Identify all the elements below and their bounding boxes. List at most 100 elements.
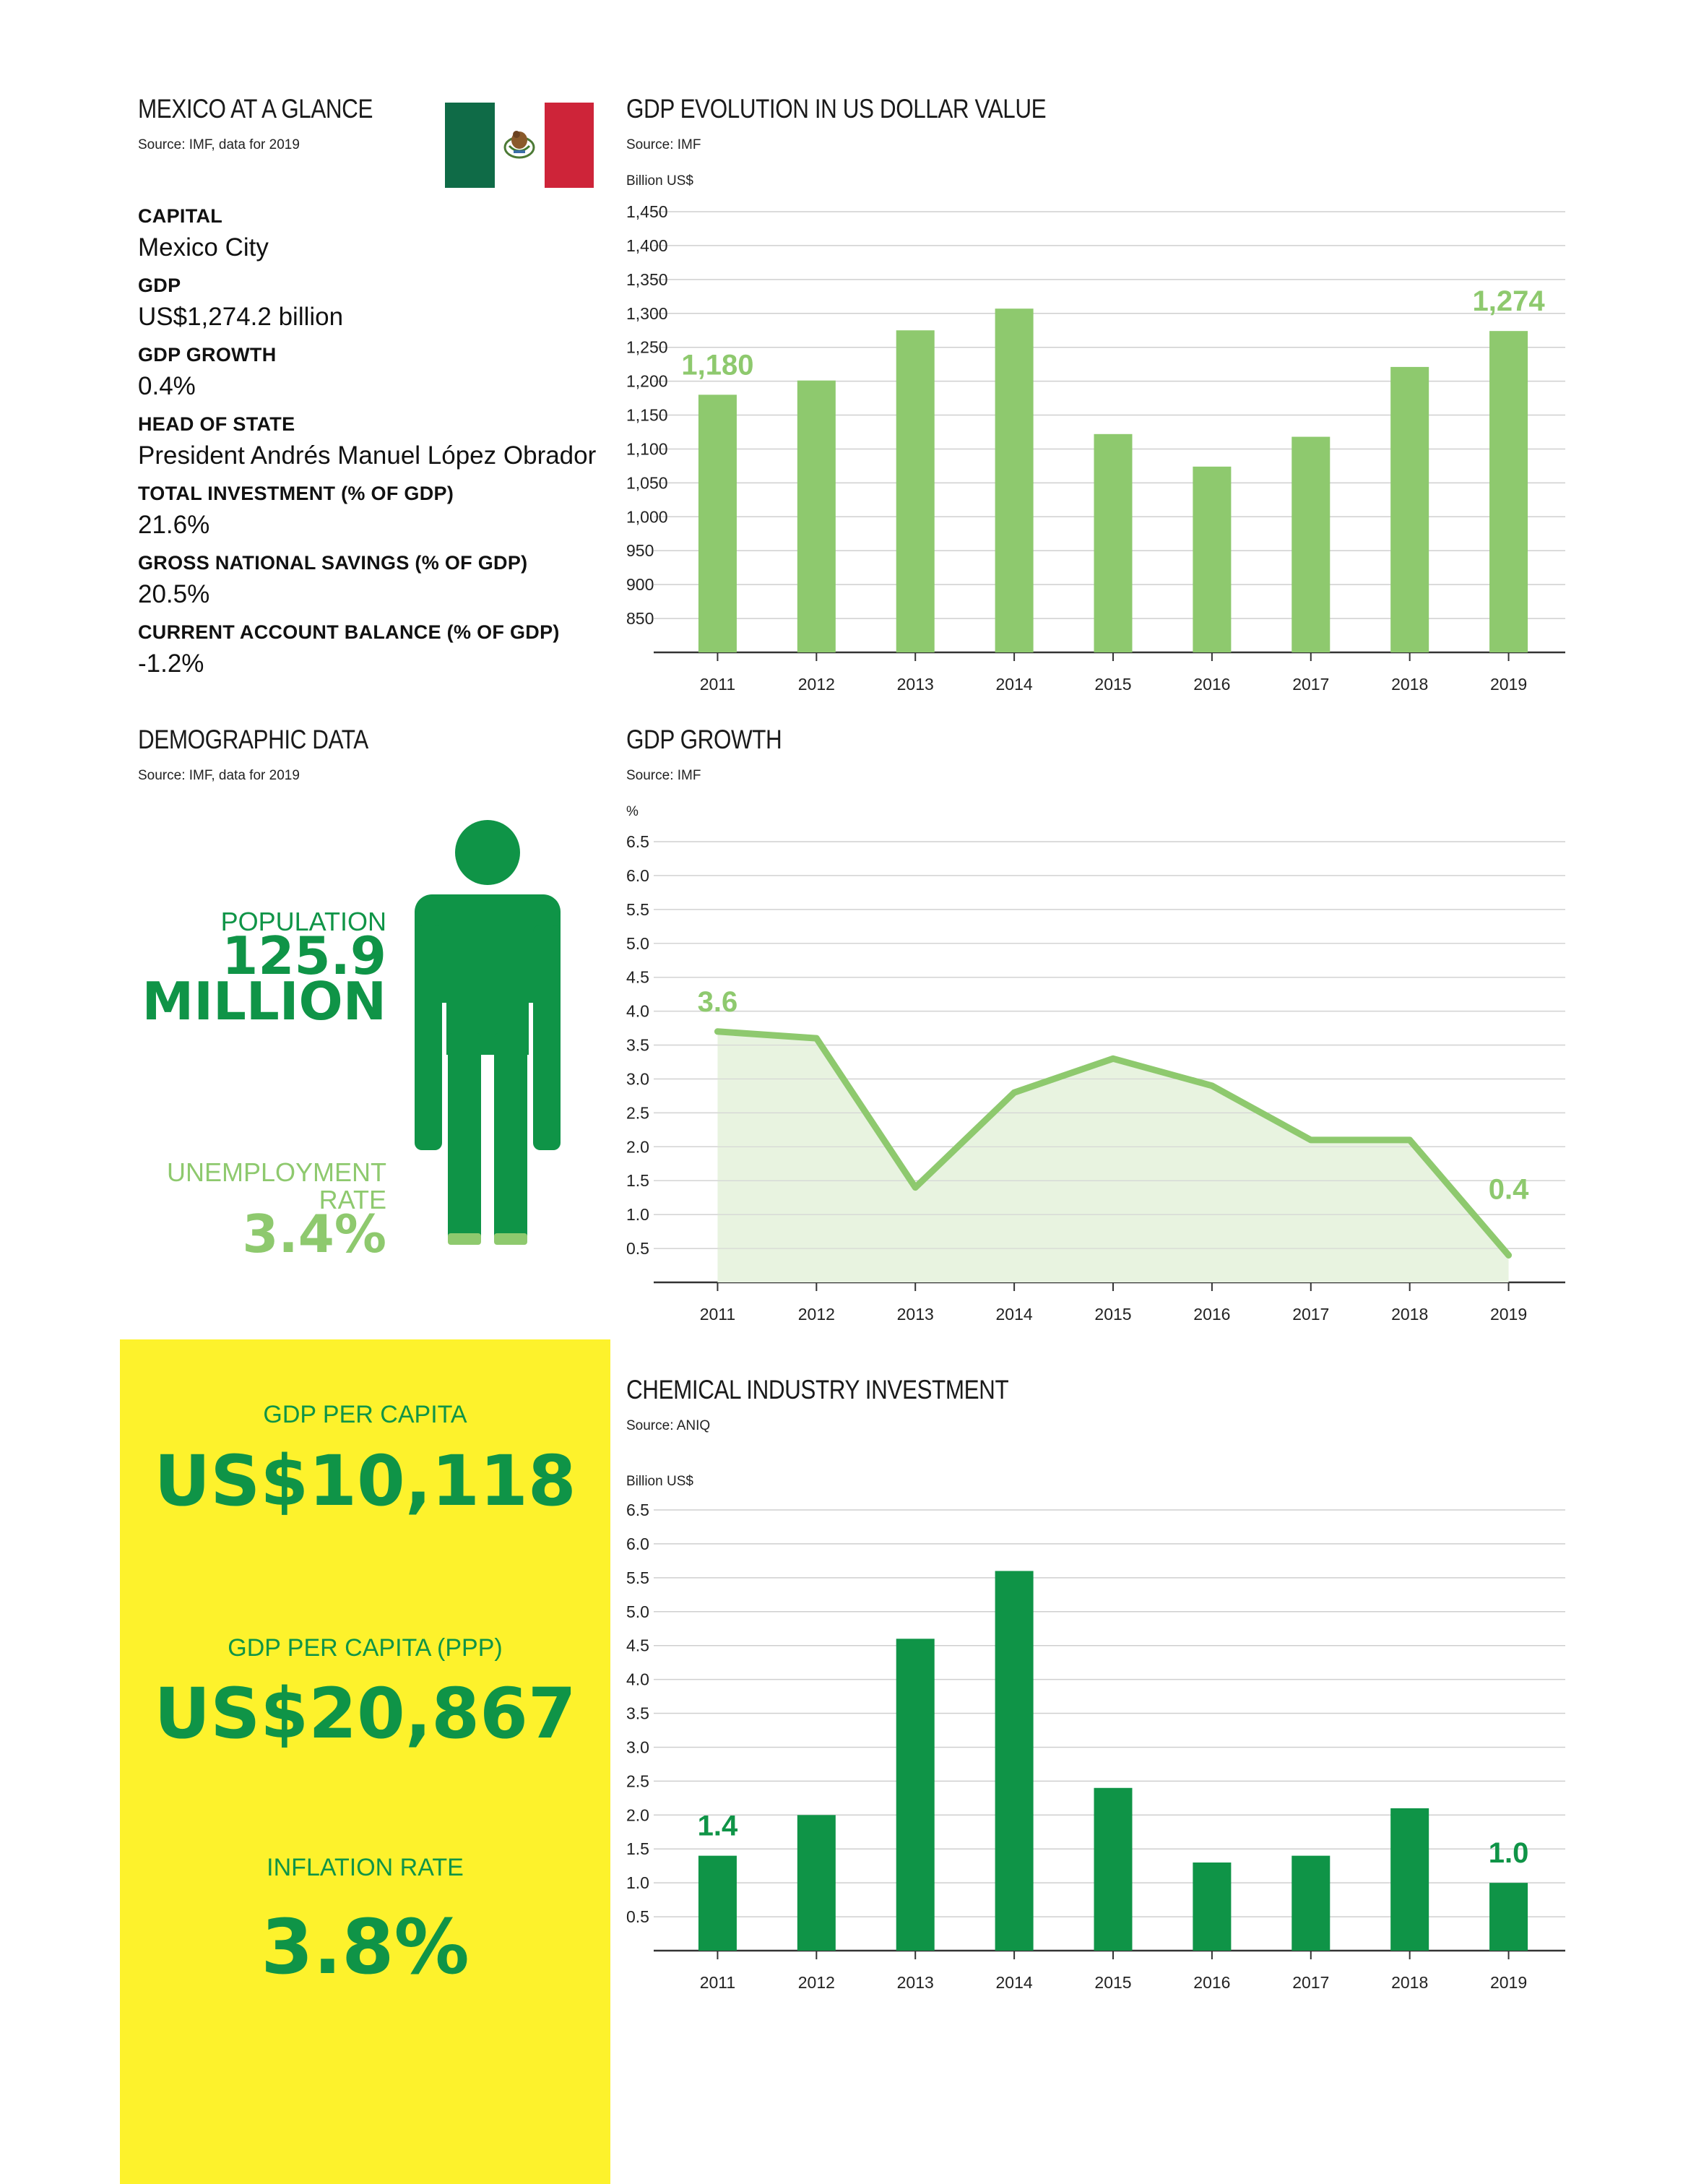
population-label: POPULATION [220,907,386,936]
gdp-bar [995,308,1034,652]
glance-title: MEXICO AT A GLANCE [138,94,373,124]
gdp-data-label: 1,274 [1473,285,1546,317]
gdp-chart-title: GDP EVOLUTION IN US DOLLAR VALUE [626,94,1047,124]
growth-ytick-label: 3.5 [626,1036,649,1055]
chem-ytick-label: 2.5 [626,1771,649,1790]
gdp-ytick-label: 900 [626,575,654,594]
gdp-per-capita-value: US$10,118 [154,1441,576,1522]
population-value: 125.9 [222,925,386,986]
growth-data-label: 3.6 [698,986,738,1018]
mexico-flag [445,103,594,188]
growth-chart-title: GDP GROWTH [626,725,782,754]
chem-xtick-label: 2015 [1094,1973,1131,1992]
gdp-bar [1292,436,1331,652]
gdp-data-label: 1,180 [681,349,753,381]
fact-value-capital: Mexico City [138,233,269,262]
fact-label-head-of-state: HEAD OF STATE [138,413,295,435]
fact-label-total-investment: TOTAL INVESTMENT (% OF GDP) [138,483,454,504]
gdp-xtick-label: 2014 [996,675,1033,694]
fact-value-total-investment: 21.6% [138,511,210,539]
chem-xtick-label: 2011 [700,1973,735,1992]
person-figure-icon [415,820,561,1245]
growth-ytick-label: 3.0 [626,1069,649,1088]
chem-ytick-label: 3.0 [626,1738,649,1756]
gdp-ytick-label: 1,350 [626,270,668,289]
chem-bar [995,1571,1034,1951]
chem-ytick-label: 2.0 [626,1805,649,1824]
flag-red-stripe [544,103,594,188]
growth-ytick-label: 6.5 [626,832,649,851]
glance-source: Source: IMF, data for 2019 [138,137,300,152]
unemployment-label-line2: RATE [319,1185,386,1214]
flag-green-stripe [445,103,495,188]
chem-ytick-label: 6.0 [626,1535,649,1553]
chem-ytick-label: 1.0 [626,1873,649,1892]
gdp-bar [896,330,935,652]
gdp-xtick-label: 2013 [897,675,934,694]
population-unit: MILLION [142,971,386,1032]
fact-value-head-of-state: President Andrés Manuel López Obrador [138,441,597,470]
gdp-chart-source: Source: IMF [626,137,701,152]
gdp-ytick-label: 1,200 [626,372,668,391]
fact-label-current-account: CURRENT ACCOUNT BALANCE (% OF GDP) [138,621,560,643]
chem-ytick-label: 4.5 [626,1636,649,1655]
gdp-bar [1094,433,1133,652]
gdp-per-capita-ppp-value: US$20,867 [154,1673,576,1754]
growth-xtick-label: 2017 [1292,1305,1329,1324]
growth-chart-unit: % [626,804,639,819]
fact-label-capital: CAPITAL [138,205,223,227]
chem-bar [797,1815,836,1951]
growth-ytick-label: 4.5 [626,968,649,987]
chem-xtick-label: 2014 [996,1973,1033,1992]
unemployment-label-line1: UNEMPLOYMENT [166,1157,386,1187]
person-head [455,820,520,885]
chem-xtick-label: 2012 [798,1973,835,1992]
growth-ytick-label: 1.0 [626,1205,649,1224]
fact-value-current-account: -1.2% [138,649,204,678]
gdp-ytick-label: 1,300 [626,304,668,323]
gdp-ytick-label: 950 [626,541,654,560]
growth-ytick-label: 4.0 [626,1002,649,1021]
fact-value-gdp: US$1,274.2 billion [138,303,344,331]
gdp-chart-unit: Billion US$ [626,173,693,189]
chem-ytick-label: 5.5 [626,1568,649,1587]
gdp-ytick-label: 1,050 [626,473,668,492]
unemployment-marker-right [494,1233,527,1245]
chem-chart-source: Source: ANIQ [626,1418,711,1433]
gdp-ytick-label: 1,150 [626,406,668,425]
gdp-xtick-label: 2018 [1391,675,1428,694]
chem-bar [1193,1863,1232,1951]
growth-xtick-label: 2019 [1490,1305,1527,1324]
gdp-per-capita-label: GDP PER CAPITA [263,1401,467,1428]
chem-data-label: 1.4 [698,1810,738,1842]
person-right-leg [494,1033,527,1243]
growth-data-label: 0.4 [1489,1173,1529,1205]
chem-chart-unit: Billion US$ [626,1474,693,1489]
gdp-ytick-label: 1,000 [626,507,668,526]
gdp-bar [1193,466,1232,652]
chem-ytick-label: 6.5 [626,1501,649,1519]
chem-bar [1292,1855,1331,1951]
growth-xtick-label: 2015 [1094,1305,1131,1324]
gdp-per-capita-ppp-label: GDP PER CAPITA (PPP) [228,1634,503,1662]
growth-xtick-label: 2012 [798,1305,835,1324]
fact-label-savings: GROSS NATIONAL SAVINGS (% OF GDP) [138,552,528,574]
gdp-xtick-label: 2011 [700,675,735,694]
demographic-source: Source: IMF, data for 2019 [138,768,300,783]
gdp-xtick-label: 2012 [798,675,835,694]
chem-bar [1390,1808,1429,1951]
growth-ytick-label: 0.5 [626,1239,649,1258]
fact-value-savings: 20.5% [138,580,210,608]
flag-white-stripe [494,103,545,188]
chem-ytick-label: 4.0 [626,1670,649,1689]
chem-ytick-label: 1.5 [626,1839,649,1858]
gdp-xtick-label: 2015 [1094,675,1131,694]
growth-ytick-label: 6.0 [626,866,649,885]
unemployment-marker-left [448,1233,481,1245]
growth-xtick-label: 2018 [1391,1305,1428,1324]
chem-ytick-label: 0.5 [626,1907,649,1926]
growth-ytick-label: 2.0 [626,1137,649,1156]
demographic-title: DEMOGRAPHIC DATA [138,725,368,754]
chem-bar [1489,1883,1528,1951]
